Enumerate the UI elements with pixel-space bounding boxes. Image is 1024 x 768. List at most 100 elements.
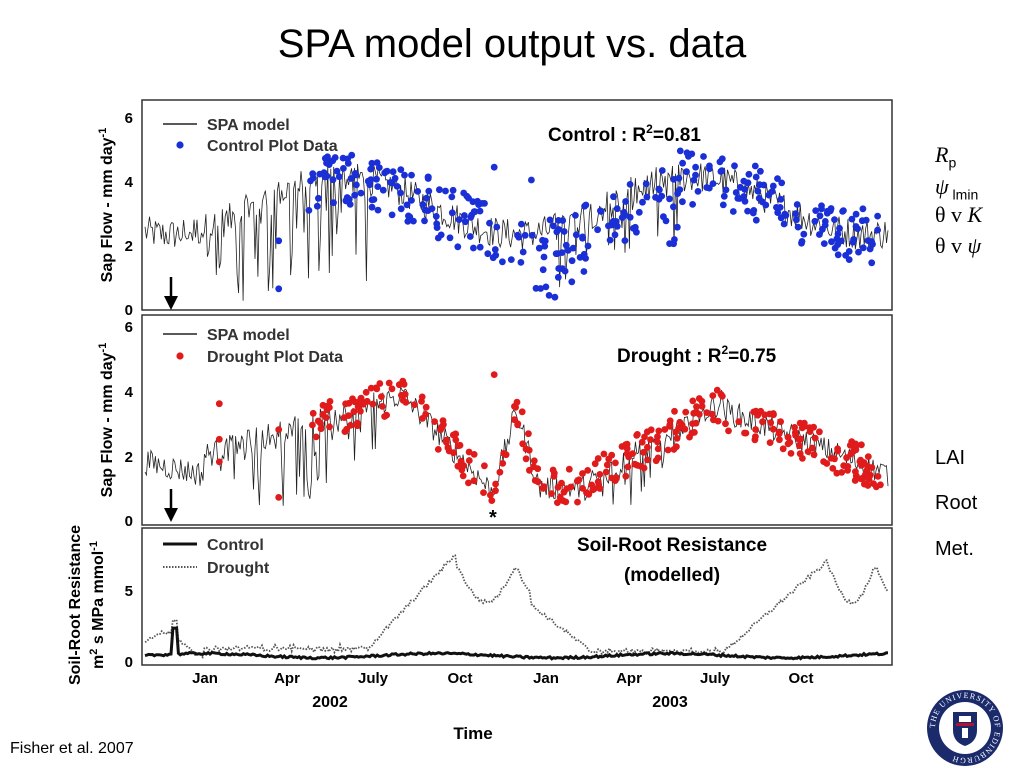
control-ylabel-exp: -1 <box>97 128 109 138</box>
control-data-point <box>594 226 601 234</box>
drought-ytick-label: 0 <box>125 513 133 530</box>
drought-data-point <box>608 474 616 482</box>
drought-data-point <box>623 450 631 458</box>
control-data-point <box>518 220 525 228</box>
drought-data-point <box>797 435 804 443</box>
control-data-point <box>859 244 867 252</box>
drought-data-point <box>411 401 418 409</box>
resistance-panel-frame <box>141 527 893 666</box>
control-data-point <box>852 210 860 218</box>
control-data-point <box>852 223 860 230</box>
control-data-point <box>373 175 380 183</box>
drought-data-point <box>861 480 869 488</box>
drought-data-point <box>784 440 792 448</box>
control-data-point <box>622 198 629 205</box>
drought-data-point <box>585 490 593 498</box>
control-data-point <box>689 201 696 208</box>
control-data-point <box>626 181 634 188</box>
control-data-point <box>773 204 780 211</box>
control-data-point <box>609 217 617 225</box>
control-legend-line-label: SPA model <box>207 117 290 134</box>
drought-data-point <box>444 444 452 452</box>
control-data-point <box>740 177 748 185</box>
control-data-point <box>626 213 634 221</box>
control-data-point <box>558 249 566 256</box>
control-data-point <box>535 244 543 252</box>
drought-data-point <box>722 420 729 428</box>
control-data-point <box>572 231 580 239</box>
side-label-theta-psi-italic: ψ <box>967 233 982 258</box>
control-data-point <box>572 212 579 219</box>
control-data-point <box>335 173 343 181</box>
x-axis-title: Time <box>453 724 492 743</box>
drought-data-point <box>654 433 661 440</box>
drought-data-point <box>856 458 864 465</box>
drought-data-point <box>398 391 405 399</box>
control-data-point <box>330 199 337 207</box>
control-data-point <box>631 224 638 232</box>
side-label-theta-k: θ v K <box>935 202 982 228</box>
drought-data-point <box>594 455 602 462</box>
control-data-point <box>716 158 724 166</box>
drought-data-point <box>622 441 630 448</box>
drought-data-point <box>312 433 320 441</box>
control-data-point <box>670 176 678 183</box>
drought-data-point <box>465 479 472 487</box>
control-data-point <box>519 248 527 256</box>
control-data-point <box>373 159 381 167</box>
drought-data-point <box>378 403 386 410</box>
drought-data-point <box>777 418 784 426</box>
control-data-point <box>561 267 569 275</box>
control-data-point <box>855 248 862 256</box>
drought-data-point <box>376 380 384 387</box>
x-tick-labels: Jan Apr July Oct Jan Apr July Oct <box>192 670 813 687</box>
control-data-point <box>366 181 374 189</box>
control-data-point <box>683 168 690 176</box>
x-year-label: 2003 <box>652 694 688 711</box>
drought-data-point <box>654 445 662 453</box>
drought-data-point <box>766 439 774 446</box>
control-data-point <box>794 223 802 231</box>
drought-data-point <box>624 463 632 471</box>
drought-data-point <box>419 415 426 422</box>
control-data-point <box>528 231 536 239</box>
drought-asterisk: * <box>489 507 497 529</box>
control-data-point <box>305 207 313 214</box>
control-data-point <box>410 217 417 225</box>
drought-data-point <box>654 438 661 446</box>
control-data-point <box>462 218 469 226</box>
control-data-point <box>333 167 341 175</box>
control-data-point <box>542 283 550 291</box>
control-data-point <box>675 174 683 182</box>
drought-data-point <box>631 460 639 468</box>
drought-legend-point-swatch <box>176 352 184 360</box>
drought-data-point <box>852 468 859 475</box>
drought-data-point <box>634 431 641 438</box>
drought-data-point <box>378 393 385 400</box>
drought-data-point <box>709 392 717 399</box>
drought-data-point <box>673 435 681 442</box>
resistance-annotation-line2: (modelled) <box>624 565 720 586</box>
drought-data-point <box>784 433 792 441</box>
control-data-point <box>537 285 544 292</box>
control-data-point <box>474 197 481 205</box>
drought-data-point <box>519 440 527 448</box>
side-label-theta-psi-main: θ v <box>935 233 968 258</box>
control-data-point <box>489 254 497 262</box>
control-data-point <box>580 268 588 275</box>
control-data-point <box>397 166 405 174</box>
control-data-point <box>731 162 738 170</box>
drought-data-point <box>779 445 787 453</box>
control-ytick-label: 4 <box>125 174 134 191</box>
drought-data-point <box>496 468 504 476</box>
drought-ylabel: Sap Flow - mm day-1 <box>97 343 116 498</box>
drought-data-point <box>481 462 488 470</box>
control-data-point <box>331 154 339 161</box>
control-data-point <box>692 163 699 171</box>
drought-data-point <box>574 498 581 506</box>
control-data-point <box>408 171 415 179</box>
control-data-point <box>470 208 478 216</box>
control-data-point <box>762 201 770 209</box>
drought-data-point <box>362 388 370 396</box>
control-data-point <box>448 209 456 217</box>
